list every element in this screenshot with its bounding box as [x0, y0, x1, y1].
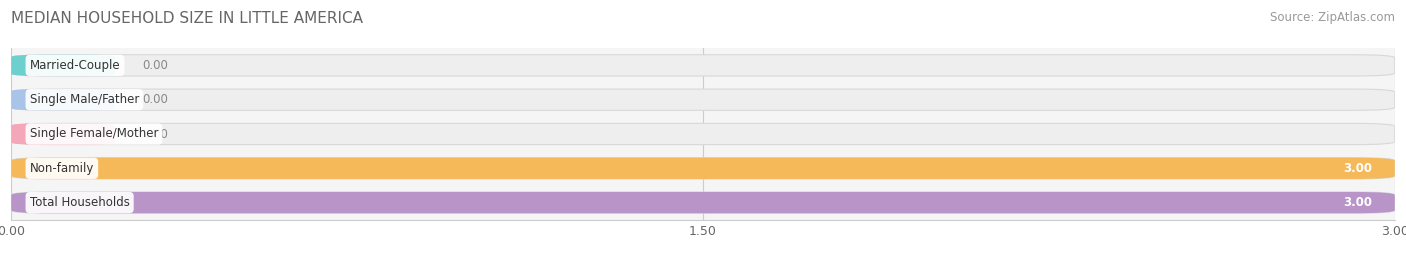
Text: Single Female/Mother: Single Female/Mother — [30, 128, 159, 140]
Text: Non-family: Non-family — [30, 162, 94, 175]
FancyBboxPatch shape — [11, 123, 115, 145]
FancyBboxPatch shape — [11, 192, 1395, 213]
Text: MEDIAN HOUSEHOLD SIZE IN LITTLE AMERICA: MEDIAN HOUSEHOLD SIZE IN LITTLE AMERICA — [11, 11, 363, 26]
Text: Married-Couple: Married-Couple — [30, 59, 121, 72]
FancyBboxPatch shape — [11, 158, 1395, 179]
FancyBboxPatch shape — [11, 123, 1395, 145]
FancyBboxPatch shape — [11, 55, 115, 76]
FancyBboxPatch shape — [11, 192, 1395, 213]
Text: Source: ZipAtlas.com: Source: ZipAtlas.com — [1270, 11, 1395, 24]
Text: 0.00: 0.00 — [142, 128, 169, 140]
Text: 3.00: 3.00 — [1343, 162, 1372, 175]
FancyBboxPatch shape — [11, 89, 1395, 110]
FancyBboxPatch shape — [11, 158, 1395, 179]
Text: 0.00: 0.00 — [142, 59, 169, 72]
Text: 0.00: 0.00 — [142, 93, 169, 106]
Text: Single Male/Father: Single Male/Father — [30, 93, 139, 106]
Text: 3.00: 3.00 — [1343, 196, 1372, 209]
FancyBboxPatch shape — [11, 89, 115, 110]
FancyBboxPatch shape — [11, 55, 1395, 76]
Text: Total Households: Total Households — [30, 196, 129, 209]
